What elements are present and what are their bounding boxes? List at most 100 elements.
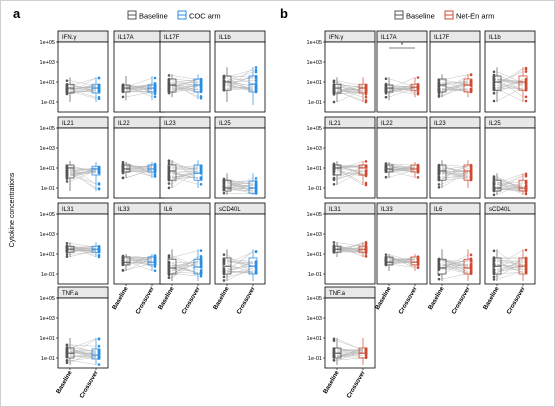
y-tick-label: 1e+03 (40, 60, 55, 66)
data-point-crossover (469, 178, 473, 182)
facet-IFN.γ: IFN.γ 1e+05 1e+03 1e+01 1e-01 (307, 30, 376, 113)
data-point-baseline (492, 177, 496, 181)
facet-frame (57, 41, 109, 113)
y-tick-label: 1e+05 (40, 40, 55, 46)
facet-label: IL31 (62, 207, 74, 213)
y-tick-label: 1e-01 (41, 186, 55, 192)
facet-label: IL6 (164, 207, 173, 213)
data-point-crossover (469, 167, 473, 170)
data-point-crossover (364, 351, 368, 355)
data-point-crossover (199, 87, 203, 91)
facet-IL22: IL22 (113, 116, 165, 199)
data-point-crossover (97, 85, 101, 88)
data-point-baseline (332, 337, 336, 341)
y-tick-label: 1e+03 (307, 146, 322, 152)
data-point-crossover (416, 170, 420, 173)
data-point-baseline (65, 249, 69, 252)
data-point-baseline (121, 269, 125, 272)
facet-frame (429, 213, 481, 285)
facet-IL21: IL21 1e+05 1e+03 1e+01 1e-01 (40, 116, 109, 199)
panel-label: b (280, 6, 288, 21)
data-point-crossover (97, 337, 101, 341)
data-point-crossover (364, 181, 368, 185)
data-point-baseline (65, 91, 69, 95)
data-point-baseline (65, 350, 69, 353)
data-point-baseline (384, 163, 388, 167)
data-point-baseline (332, 89, 336, 93)
data-point-crossover (416, 255, 420, 259)
y-tick-label: 1e+01 (40, 166, 55, 172)
data-point-crossover (364, 89, 368, 93)
data-point-baseline (437, 167, 441, 171)
data-point-baseline (65, 246, 69, 250)
data-point-crossover (524, 186, 528, 190)
data-point-crossover (416, 76, 420, 79)
facet-label: sCD40L (219, 207, 241, 213)
facet-label: IL1b (489, 35, 501, 41)
data-point-baseline (384, 175, 388, 179)
facet-IL17F: IL17F (159, 30, 211, 113)
data-point-baseline (492, 270, 496, 274)
data-point-baseline (65, 177, 69, 180)
data-point-baseline (121, 95, 125, 99)
facet-label: IFN.γ (62, 35, 76, 41)
data-point-crossover (524, 267, 528, 271)
data-point-baseline (167, 270, 171, 274)
data-point-baseline (332, 351, 336, 354)
facet-IL17F: IL17F (429, 30, 481, 113)
data-point-baseline (167, 78, 171, 82)
data-point-baseline (167, 255, 171, 259)
data-point-crossover (364, 355, 368, 359)
data-point-baseline (222, 83, 226, 87)
facet-label: IL31 (329, 207, 341, 213)
box-baseline (492, 179, 502, 192)
data-point-baseline (65, 166, 69, 169)
data-point-crossover (97, 255, 101, 259)
data-point-baseline (222, 262, 226, 266)
data-point-crossover (254, 70, 258, 74)
data-point-baseline (65, 241, 69, 245)
data-point-crossover (254, 187, 258, 190)
data-point-crossover (469, 84, 473, 87)
data-point-crossover (524, 67, 528, 71)
facet-IL17A: IL17A (113, 30, 165, 113)
data-point-baseline (65, 359, 69, 363)
data-point-baseline (167, 162, 171, 166)
facet-frame (324, 41, 376, 113)
data-point-crossover (153, 168, 157, 172)
data-point-baseline (332, 339, 336, 342)
facet-IL31: IL31 1e+05 1e+03 1e+01 1e-01 (40, 202, 109, 285)
facet-label: IL25 (489, 121, 501, 127)
data-point-crossover (254, 82, 258, 85)
data-point-baseline (332, 85, 336, 88)
pair-line (125, 162, 153, 175)
facet-frame (376, 127, 428, 199)
facet-label: TNF.a (329, 291, 346, 297)
data-point-baseline (167, 81, 171, 84)
facet-frame (113, 213, 165, 285)
data-point-baseline (167, 90, 171, 93)
data-point-baseline (492, 278, 496, 281)
data-point-baseline (492, 78, 496, 81)
y-tick-label: 1e+01 (40, 80, 55, 86)
data-point-crossover (364, 160, 368, 163)
data-point-baseline (222, 267, 226, 270)
data-point-baseline (437, 258, 441, 261)
data-point-baseline (492, 249, 496, 253)
data-point-crossover (97, 363, 101, 366)
data-point-crossover (97, 90, 101, 94)
data-point-crossover (199, 249, 203, 252)
data-point-crossover (153, 269, 157, 273)
facet-frame (376, 213, 428, 285)
data-point-crossover (416, 266, 420, 269)
data-point-crossover (524, 180, 528, 183)
facet-frame (324, 297, 376, 369)
data-point-baseline (384, 86, 388, 90)
data-point-baseline (222, 271, 226, 274)
data-point-crossover (416, 167, 420, 171)
legend-entry: COC arm (189, 12, 221, 21)
y-tick-label: 1e+03 (307, 316, 322, 322)
facet-IL23: IL23 (159, 116, 211, 199)
